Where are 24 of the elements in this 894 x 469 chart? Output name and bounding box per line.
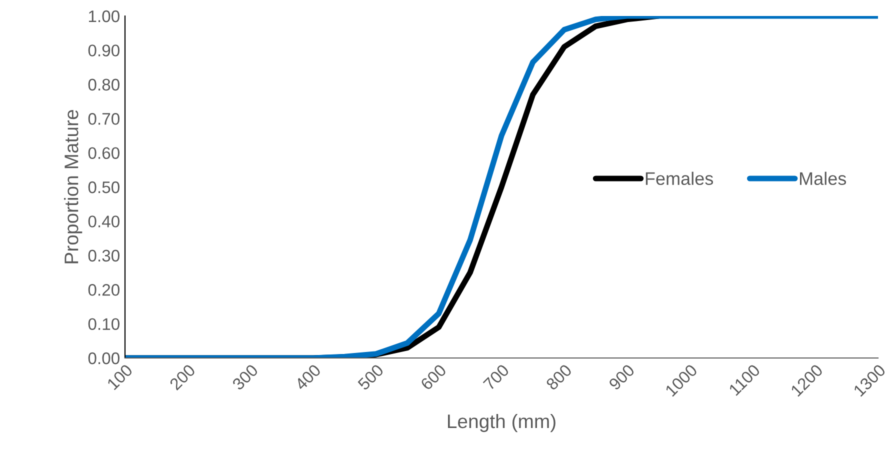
y-tick-label: 0.70: [88, 113, 120, 125]
y-tick-label: 0.30: [88, 250, 120, 262]
x-tick-label: 900: [608, 364, 636, 391]
legend-label: Females: [646, 172, 714, 186]
y-tick-label: 0.20: [88, 284, 120, 296]
x-axis-title: Length (mm): [448, 414, 556, 432]
x-tick-label: 400: [294, 364, 322, 391]
y-tick-label: 0.10: [88, 318, 120, 330]
y-axis-title: Proportion Mature: [64, 110, 82, 264]
x-tick-label: 500: [357, 364, 384, 391]
y-tick-label: 0.80: [88, 78, 120, 91]
y-tick-label: 0.00: [88, 352, 120, 364]
y-tick-label: 0.90: [88, 44, 120, 56]
y-tick-label: 0.60: [88, 147, 120, 160]
x-tick-label: 700: [482, 364, 510, 391]
x-tick-label: 600: [420, 364, 447, 391]
legend-label: Males: [800, 172, 846, 186]
x-tick-label: 300: [232, 364, 259, 391]
y-tick-label: 1.00: [88, 10, 120, 22]
x-tick-label: 100: [106, 364, 134, 390]
x-tick-label: 200: [168, 364, 196, 391]
x-tick-label: 800: [545, 364, 572, 391]
y-tick-label: 0.40: [88, 216, 120, 228]
y-tick-label: 0.50: [88, 181, 120, 194]
